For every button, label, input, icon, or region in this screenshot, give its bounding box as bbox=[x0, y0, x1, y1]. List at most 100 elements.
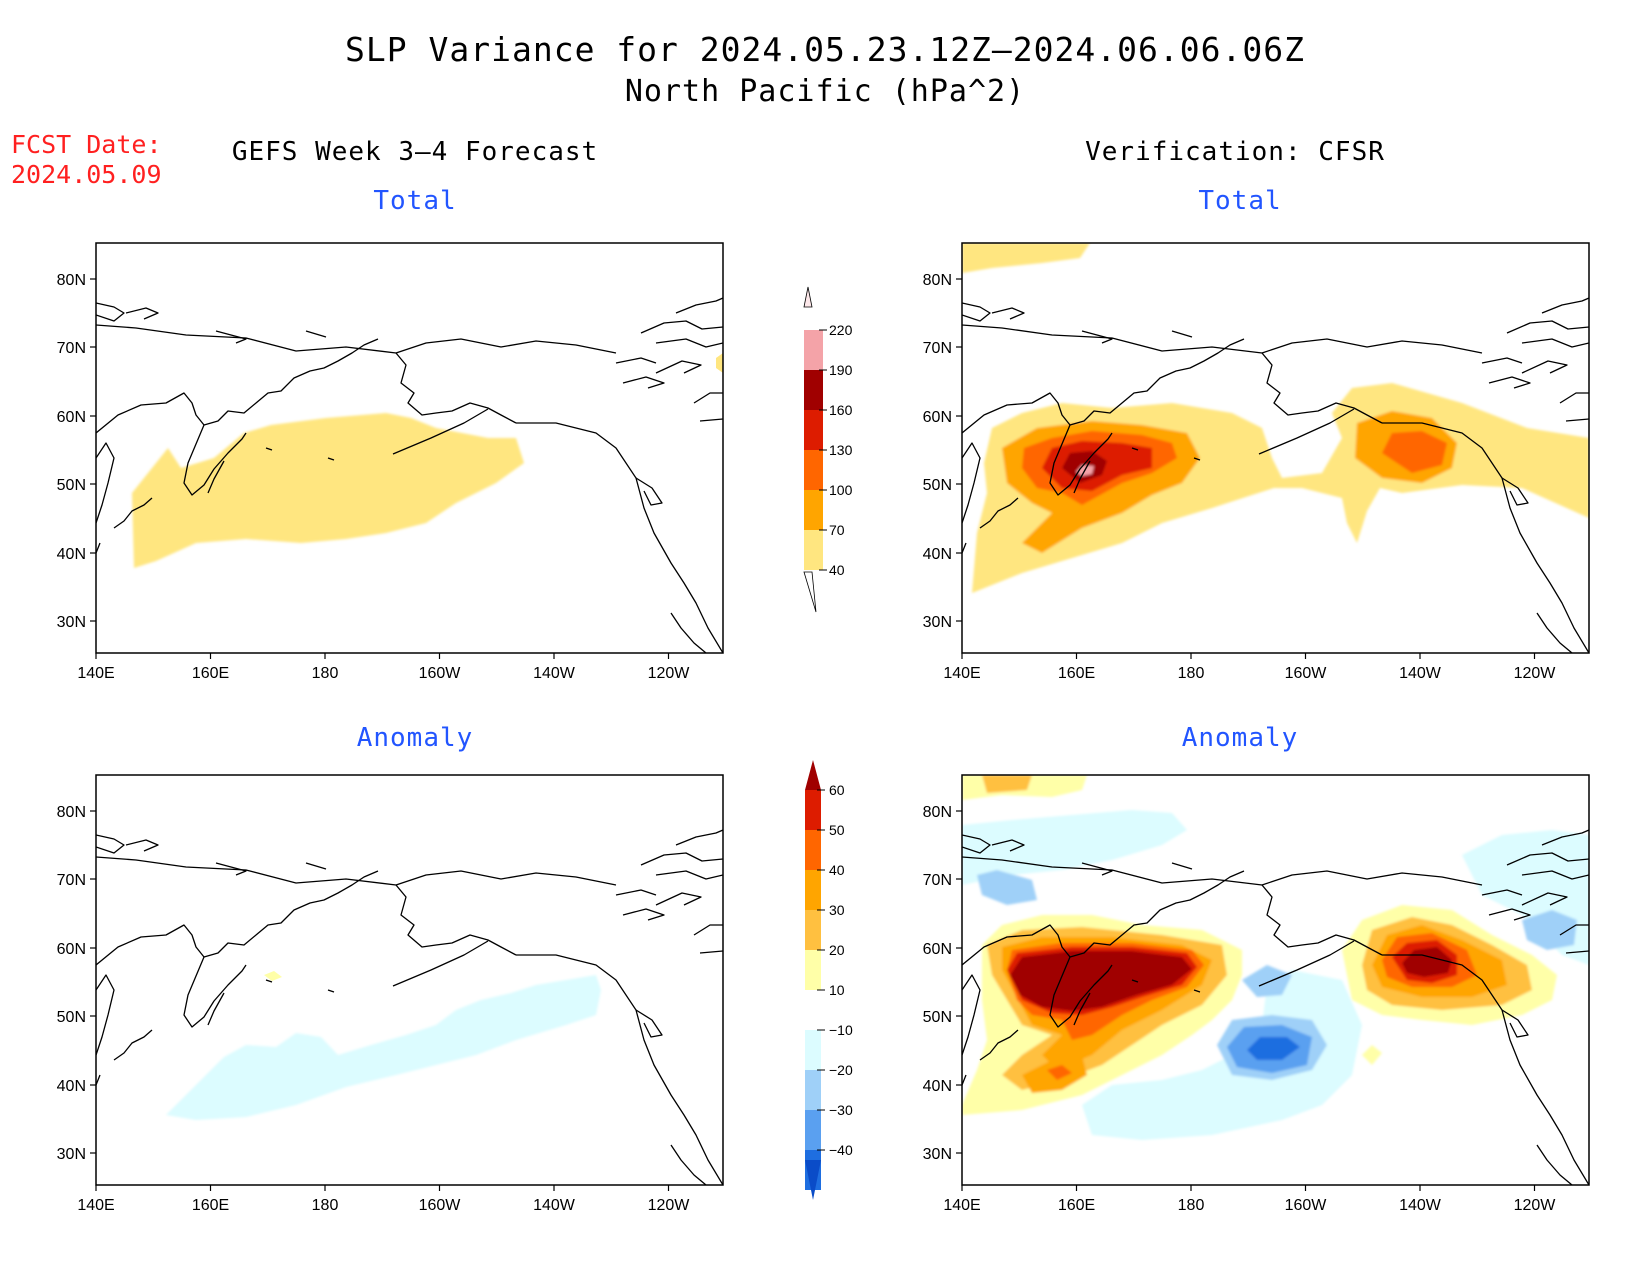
colorbar-total-swatch bbox=[804, 330, 823, 370]
map-frame bbox=[961, 774, 1590, 1186]
map-frame bbox=[95, 242, 724, 654]
colorbar-anomaly-top-arrow bbox=[805, 760, 821, 790]
map-forecast-total bbox=[95, 242, 724, 654]
lon-tick-label-forecast-total: 160E bbox=[192, 665, 229, 682]
colorbar-anomaly-label: −40 bbox=[829, 1142, 853, 1158]
colorbar-anomaly-label: −10 bbox=[829, 1022, 853, 1038]
colorbar-total-swatch bbox=[804, 450, 823, 490]
lon-tick-label-verification-anomaly: 140E bbox=[943, 1197, 980, 1214]
lon-tick-label-forecast-total: 160W bbox=[419, 665, 462, 682]
colorbar-anomaly-label: 10 bbox=[829, 982, 845, 998]
colorbar-anomaly: 60 50 40 30 20 10 −10 −20 −30 −40 bbox=[805, 760, 853, 1200]
panel-title-verification-total: Total bbox=[1198, 186, 1282, 216]
lat-tick-label-forecast-total: 50N bbox=[57, 477, 86, 494]
lon-tick-label-verification-total: 120W bbox=[1514, 665, 1557, 682]
colorbar-total-label: 160 bbox=[829, 402, 853, 418]
colorbar-anomaly-label: 20 bbox=[829, 942, 845, 958]
colorbar-anomaly-label: 50 bbox=[829, 822, 845, 838]
lon-tick-label-forecast-anomaly: 140E bbox=[77, 1197, 114, 1214]
column-title-verification: Verification: CFSR bbox=[1085, 137, 1385, 167]
colorbar-anomaly-swatch bbox=[805, 950, 821, 990]
map-frame bbox=[961, 242, 1590, 654]
lon-tick-label-verification-total: 160W bbox=[1285, 665, 1328, 682]
map-verification-total bbox=[961, 242, 1590, 654]
contour-forecast-anomaly-minus10 bbox=[166, 975, 601, 1120]
lat-tick-label-verification-anomaly: 80N bbox=[923, 804, 952, 821]
colorbar-anomaly-swatch bbox=[805, 1110, 821, 1150]
lon-tick-label-forecast-anomaly: 120W bbox=[648, 1197, 691, 1214]
panel-title-forecast-anomaly: Anomaly bbox=[356, 723, 474, 753]
map-frame bbox=[95, 774, 724, 1186]
colorbar-anomaly-label: −20 bbox=[829, 1062, 853, 1078]
lat-tick-label-verification-total: 50N bbox=[923, 477, 952, 494]
main-subtitle: North Pacific (hPa^2) bbox=[624, 74, 1026, 109]
lat-tick-label-verification-total: 80N bbox=[923, 272, 952, 289]
colorbar-total-label: 220 bbox=[829, 322, 853, 338]
lon-tick-label-forecast-anomaly: 140W bbox=[533, 1197, 576, 1214]
lat-tick-label-verification-total: 60N bbox=[923, 409, 952, 426]
colorbar-anomaly-swatch bbox=[805, 870, 821, 910]
lat-tick-label-forecast-anomaly: 30N bbox=[57, 1146, 86, 1163]
lon-tick-label-verification-total: 180 bbox=[1178, 665, 1205, 682]
lat-tick-label-verification-anomaly: 70N bbox=[923, 872, 952, 889]
map-verification-anomaly bbox=[961, 774, 1590, 1186]
contour-forecast-total-40-70 bbox=[132, 413, 524, 568]
lat-tick-label-forecast-total: 80N bbox=[57, 272, 86, 289]
panel-title-verification-anomaly: Anomaly bbox=[1181, 723, 1299, 753]
lon-tick-label-verification-anomaly: 120W bbox=[1514, 1197, 1557, 1214]
colorbar-anomaly-swatch bbox=[805, 1030, 821, 1070]
colorbar-total-label: 40 bbox=[829, 562, 845, 578]
lat-tick-label-verification-anomaly: 50N bbox=[923, 1009, 952, 1026]
lat-tick-label-forecast-total: 30N bbox=[57, 614, 86, 631]
colorbar-anomaly-swatch bbox=[805, 1070, 821, 1110]
lon-tick-label-verification-total: 140W bbox=[1399, 665, 1442, 682]
lon-tick-label-forecast-anomaly: 160E bbox=[192, 1197, 229, 1214]
fcst-date-label: FCST Date: bbox=[11, 130, 162, 159]
colorbar-total: 220 190 160 130 100 70 40 bbox=[803, 286, 853, 613]
lon-tick-label-forecast-total: 120W bbox=[648, 665, 691, 682]
lat-tick-label-forecast-anomaly: 50N bbox=[57, 1009, 86, 1026]
lat-tick-label-forecast-anomaly: 40N bbox=[57, 1078, 86, 1095]
contours-verification-total bbox=[962, 243, 1589, 593]
lat-tick-label-verification-total: 70N bbox=[923, 340, 952, 357]
colorbar-total-swatch bbox=[804, 410, 823, 450]
lon-tick-label-verification-anomaly: 140W bbox=[1399, 1197, 1442, 1214]
lat-tick-label-verification-total: 30N bbox=[923, 614, 952, 631]
colorbar-total-label: 130 bbox=[829, 442, 853, 458]
colorbar-total-swatch bbox=[804, 530, 823, 570]
lat-tick-label-forecast-anomaly: 70N bbox=[57, 872, 86, 889]
column-title-forecast: GEFS Week 3–4 Forecast bbox=[231, 137, 599, 167]
lat-tick-label-verification-anomaly: 40N bbox=[923, 1078, 952, 1095]
lon-tick-label-verification-total: 160E bbox=[1058, 665, 1095, 682]
lon-tick-label-forecast-anomaly: 180 bbox=[312, 1197, 339, 1214]
colorbar-anomaly-label: 60 bbox=[829, 782, 845, 798]
lat-tick-label-forecast-total: 60N bbox=[57, 409, 86, 426]
colorbar-anomaly-swatch bbox=[805, 790, 821, 830]
lon-tick-label-verification-anomaly: 180 bbox=[1178, 1197, 1205, 1214]
lat-tick-label-verification-anomaly: 60N bbox=[923, 941, 952, 958]
main-title: SLP Variance for 2024.05.23.12Z–2024.06.… bbox=[345, 30, 1305, 69]
colorbar-anomaly-bottom-arrow bbox=[805, 1160, 821, 1200]
map-forecast-anomaly bbox=[95, 774, 724, 1186]
colorbar-anomaly-label: 30 bbox=[829, 902, 845, 918]
colorbar-total-label: 70 bbox=[829, 522, 845, 538]
lon-tick-label-verification-total: 140E bbox=[943, 665, 980, 682]
colorbar-total-swatch bbox=[804, 370, 823, 410]
panel-title-forecast-total: Total bbox=[373, 186, 457, 216]
fcst-date-value: 2024.05.09 bbox=[11, 160, 162, 189]
lat-tick-label-forecast-anomaly: 80N bbox=[57, 804, 86, 821]
colorbar-total-swatch bbox=[804, 490, 823, 530]
lat-tick-label-forecast-anomaly: 60N bbox=[57, 941, 86, 958]
lat-tick-label-forecast-total: 70N bbox=[57, 340, 86, 357]
lat-tick-label-forecast-total: 40N bbox=[57, 546, 86, 563]
colorbar-anomaly-label: 40 bbox=[829, 862, 845, 878]
lon-tick-label-forecast-total: 140W bbox=[533, 665, 576, 682]
colorbar-total-label: 100 bbox=[829, 482, 853, 498]
lon-tick-label-verification-anomaly: 160E bbox=[1058, 1197, 1095, 1214]
colorbar-anomaly-swatch bbox=[805, 830, 821, 870]
lat-tick-label-verification-anomaly: 30N bbox=[923, 1146, 952, 1163]
colorbar-anomaly-swatch bbox=[805, 910, 821, 950]
lon-tick-label-verification-anomaly: 160W bbox=[1285, 1197, 1328, 1214]
lon-tick-label-forecast-total: 140E bbox=[77, 665, 114, 682]
